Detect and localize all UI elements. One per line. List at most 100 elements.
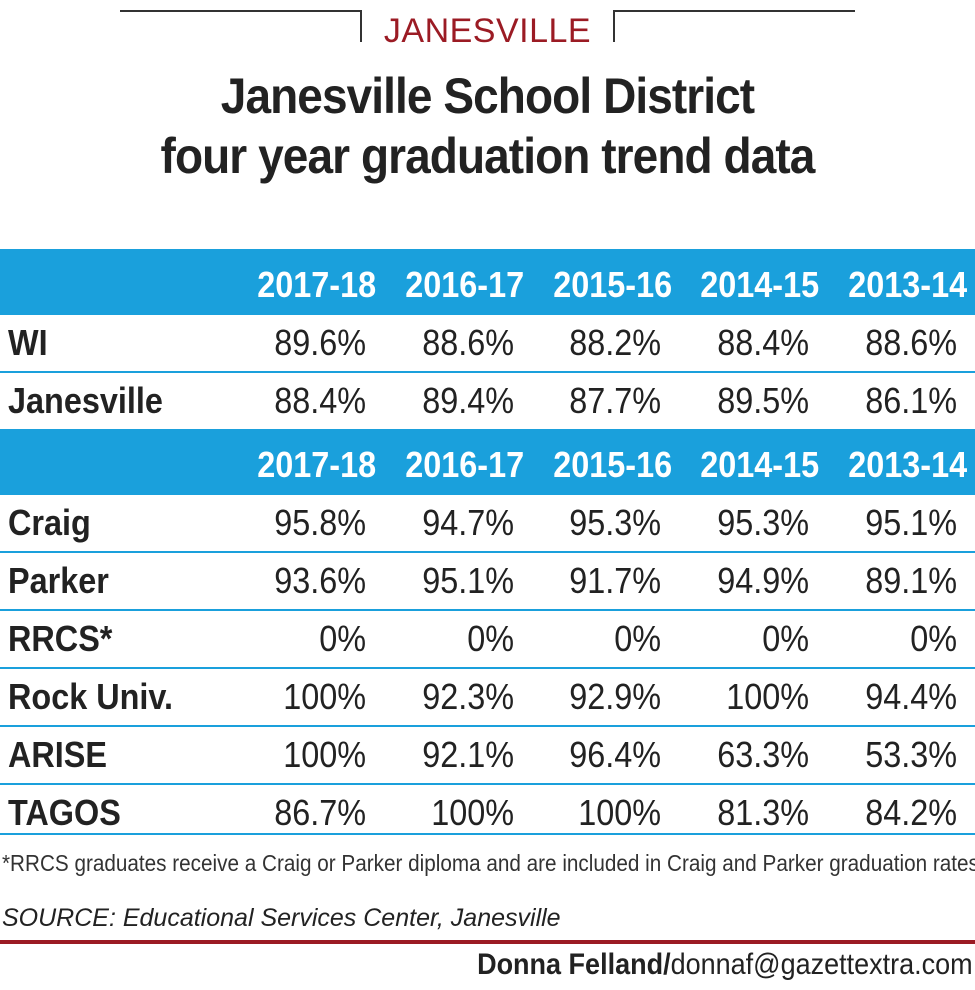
cell-value: 100% xyxy=(726,676,810,717)
header-corner xyxy=(0,249,236,315)
row-label: TAGOS xyxy=(0,784,236,841)
table-cell: 94.4% xyxy=(827,668,975,727)
cell-value: 88.6% xyxy=(421,322,514,363)
cell-value: 87.7% xyxy=(569,380,662,421)
table-cell: 100% xyxy=(236,668,384,727)
table-cell: 92.9% xyxy=(531,668,680,727)
table-cell: 87.7% xyxy=(532,372,680,429)
cell-value: 88.4% xyxy=(717,322,810,363)
title-line-2: four year graduation trend data xyxy=(160,128,816,184)
credit-line: Donna Felland/donnaf@gazettextra.com xyxy=(477,948,973,982)
column-header: 2015-16 xyxy=(531,249,680,315)
credit-email[interactable]: donnaf@gazettextra.com xyxy=(670,948,973,981)
cell-value: 100% xyxy=(282,734,366,775)
table-row: TAGOS 86.7% 100% 100% 81.3% 84.2% xyxy=(0,784,975,841)
cell-value: 92.1% xyxy=(421,734,514,775)
table-cell: 100% xyxy=(236,726,384,785)
column-header-label: 2015-16 xyxy=(552,264,672,305)
cell-value: 94.7% xyxy=(421,502,514,543)
column-header-label: 2013-14 xyxy=(848,444,968,485)
row-label-text: Craig xyxy=(8,502,91,543)
table-row: Rock Univ. 100% 92.3% 92.9% 100% 94.4% xyxy=(0,668,975,727)
source-line: SOURCE: Educational Services Center, Jan… xyxy=(2,904,561,932)
column-header-label: 2015-16 xyxy=(552,444,672,485)
row-label: RRCS* xyxy=(0,610,236,669)
row-label-text: Janesville xyxy=(8,380,163,421)
row-label-text: WI xyxy=(8,322,48,363)
column-header-label: 2014-15 xyxy=(700,264,820,305)
table-cell: 88.6% xyxy=(383,315,532,373)
table-cell: 92.3% xyxy=(383,668,532,727)
table-cell: 93.6% xyxy=(236,552,384,611)
column-header: 2015-16 xyxy=(531,429,680,495)
table-cell: 89.5% xyxy=(679,372,827,429)
title-line-1: Janesville School District xyxy=(220,68,755,124)
cell-value: 0% xyxy=(762,618,810,659)
cell-value: 84.2% xyxy=(865,792,957,833)
graduation-table: 2017-18 2016-17 2015-16 2014-15 2013-14 WI 89.… xyxy=(0,249,975,841)
cell-value: 53.3% xyxy=(865,734,957,775)
cell-value: 94.9% xyxy=(717,560,810,601)
cell-value: 88.6% xyxy=(865,322,957,363)
cell-value: 89.5% xyxy=(717,380,810,421)
cell-value: 95.8% xyxy=(273,502,366,543)
row-label: WI xyxy=(0,315,236,373)
table-cell: 95.1% xyxy=(383,552,532,611)
cell-value: 91.7% xyxy=(569,560,662,601)
cell-value: 93.6% xyxy=(273,560,366,601)
kicker-label: JANESVILLE xyxy=(119,10,856,51)
column-header-label: 2017-18 xyxy=(257,444,377,485)
row-label-text: TAGOS xyxy=(8,792,121,833)
row-label-text: RRCS* xyxy=(8,618,113,659)
header-corner xyxy=(0,429,236,495)
table-row: Craig 95.8% 94.7% 95.3% 95.3% 95.1% xyxy=(0,495,975,553)
column-header: 2013-14 xyxy=(827,429,975,495)
cell-value: 95.3% xyxy=(717,502,810,543)
table-cell: 0% xyxy=(827,610,975,669)
table-cell: 92.1% xyxy=(383,726,532,785)
header-row: 2017-18 2016-17 2015-16 2014-15 2013-14 xyxy=(0,249,975,315)
table-cell: 91.7% xyxy=(531,552,680,611)
cell-value: 81.3% xyxy=(717,792,810,833)
column-header-label: 2016-17 xyxy=(405,444,524,485)
table-cell: 95.8% xyxy=(236,495,384,553)
table-cell: 95.3% xyxy=(531,495,680,553)
table-cell: 95.1% xyxy=(827,495,975,553)
table-cell: 0% xyxy=(531,610,680,669)
row-label-text: Rock Univ. xyxy=(8,676,174,717)
cell-value: 89.1% xyxy=(865,560,957,601)
table-row: RRCS* 0% 0% 0% 0% 0% xyxy=(0,610,975,669)
table-row: WI 89.6% 88.6% 88.2% 88.4% 88.6% xyxy=(0,315,975,373)
table-cell: 89.4% xyxy=(384,372,532,429)
table-cell: 100% xyxy=(532,784,680,841)
chart-title: Janesville School District four year gra… xyxy=(0,66,975,186)
cell-value: 92.3% xyxy=(421,676,514,717)
footnote: *RRCS graduates receive a Craig or Parke… xyxy=(2,850,975,876)
table-cell: 100% xyxy=(679,668,828,727)
cell-value: 92.9% xyxy=(569,676,662,717)
column-header-label: 2016-17 xyxy=(405,264,524,305)
header-row: 2017-18 2016-17 2015-16 2014-15 2013-14 xyxy=(0,429,975,495)
cell-value: 0% xyxy=(614,618,662,659)
column-header: 2017-18 xyxy=(236,249,384,315)
table-bottom-rule xyxy=(0,833,975,835)
column-header: 2017-18 xyxy=(236,429,384,495)
table-cell: 63.3% xyxy=(679,726,828,785)
column-header: 2014-15 xyxy=(679,249,828,315)
cell-value: 88.2% xyxy=(569,322,662,363)
table-cell: 95.3% xyxy=(679,495,828,553)
cell-value: 95.1% xyxy=(865,502,957,543)
column-header-label: 2017-18 xyxy=(257,264,377,305)
cell-value: 100% xyxy=(282,676,366,717)
row-label-text: Parker xyxy=(8,560,109,601)
row-label: Rock Univ. xyxy=(0,668,236,727)
table-cell: 81.3% xyxy=(679,784,827,841)
cell-value: 100% xyxy=(430,792,514,833)
row-label: Craig xyxy=(0,495,236,553)
table-row: Janesville 88.4% 89.4% 87.7% 89.5% 86.1% xyxy=(0,372,975,429)
column-header: 2016-17 xyxy=(383,429,532,495)
table-cell: 89.6% xyxy=(236,315,384,373)
table-cell: 86.7% xyxy=(236,784,384,841)
column-header: 2016-17 xyxy=(383,249,532,315)
credit-rule xyxy=(0,940,975,944)
